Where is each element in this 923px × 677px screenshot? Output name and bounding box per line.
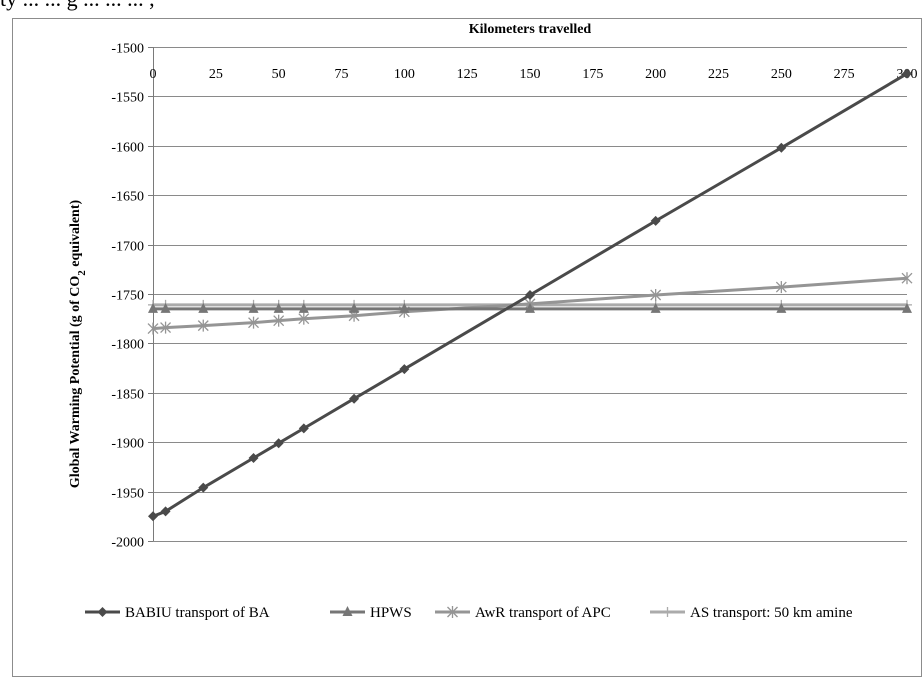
legend: BABIU transport of BA HPWS AwR transport o… — [85, 605, 853, 621]
data-point — [160, 321, 172, 334]
legend-label: AwR transport of APC — [475, 605, 611, 621]
data-point — [197, 319, 209, 332]
series-line — [152, 276, 908, 331]
legend-item: HPWS — [330, 605, 412, 621]
legend-item: BABIU transport of BA — [85, 605, 270, 621]
y-axis-title-part-2: equivalent) — [68, 199, 83, 270]
data-point — [160, 506, 171, 517]
data-point — [248, 302, 259, 313]
x-tick-label: 75 — [335, 67, 349, 82]
data-point — [97, 607, 108, 617]
x-tick-label: 25 — [209, 67, 223, 82]
data-point — [650, 288, 662, 301]
data-point — [650, 302, 661, 313]
data-point — [342, 606, 353, 616]
legend-label: HPWS — [370, 605, 412, 621]
y-tick-label: -1500 — [111, 42, 144, 57]
data-point — [273, 438, 284, 449]
data-point — [901, 272, 913, 285]
y-tick-label: -1600 — [111, 141, 144, 156]
data-point — [298, 423, 309, 434]
series-layer — [147, 68, 913, 522]
x-tick-label: 225 — [708, 67, 729, 82]
y-axis-title-part-1: Global Warming Potential (g of CO — [68, 276, 83, 489]
x-tick-label: 175 — [582, 67, 603, 82]
data-point — [525, 302, 535, 313]
data-point — [349, 302, 360, 313]
x-tick-label: 250 — [771, 67, 792, 82]
x-tick-label: 125 — [457, 67, 478, 82]
y-tick-label: -1700 — [111, 240, 144, 255]
data-point — [273, 302, 284, 313]
data-point — [147, 322, 159, 335]
legend-label: BABIU transport of BA — [125, 605, 270, 621]
data-point — [650, 215, 661, 226]
data-point — [775, 281, 787, 294]
y-tick-label: -2000 — [111, 536, 144, 551]
y-tick-label: -1950 — [111, 487, 144, 502]
legend-item: AS transport: 50 km amine — [650, 605, 853, 621]
data-point — [399, 302, 410, 313]
data-point — [902, 302, 912, 313]
x-tick-label: 275 — [834, 67, 855, 82]
y-tick-label: -1800 — [111, 338, 144, 353]
series-0 — [148, 68, 912, 522]
data-point — [148, 511, 158, 522]
data-point — [248, 316, 259, 329]
data-point — [298, 312, 310, 325]
data-point — [662, 607, 673, 617]
x-tick-label: 200 — [645, 67, 666, 82]
top-caption: ty ... ... g ... ... ... , — [0, 0, 155, 12]
legend-label: AS transport: 50 km amine — [690, 605, 853, 621]
series-line — [152, 72, 908, 518]
data-point — [198, 302, 209, 313]
x-tick-label: 0 — [150, 67, 157, 82]
data-point — [248, 453, 259, 464]
data-point — [902, 68, 912, 79]
data-point — [148, 302, 158, 313]
data-point — [198, 482, 209, 493]
series-2 — [147, 272, 913, 335]
x-tick-label: 100 — [394, 67, 415, 82]
axes: -1500 -1550 -1600 -1650 -1700 -1750 -1800 -1850… — [111, 42, 917, 551]
data-point — [525, 289, 535, 300]
y-tick-label: -1850 — [111, 388, 144, 403]
y-tick-label: -1650 — [111, 190, 144, 205]
data-point — [349, 393, 360, 404]
legend-item: AwR transport of APC — [435, 605, 611, 621]
x-axis-title: Kilometers travelled — [469, 22, 592, 37]
y-tick-label: -1550 — [111, 91, 144, 106]
y-axis-title: Global Warming Potential (g of CO2 equiv… — [68, 199, 88, 488]
data-point — [160, 302, 171, 313]
data-point — [447, 606, 458, 618]
y-tick-label: -1750 — [111, 289, 144, 304]
x-tick-label: 150 — [520, 67, 541, 82]
y-tick-label: -1900 — [111, 437, 144, 452]
chart-frame — [12, 18, 922, 677]
data-point — [776, 302, 787, 313]
data-point — [273, 314, 285, 327]
series-1 — [148, 302, 912, 313]
x-tick-label: 50 — [272, 67, 286, 82]
data-point — [298, 302, 309, 313]
y-axis-title-subscript: 2 — [76, 270, 88, 276]
data-point — [776, 142, 787, 153]
data-point — [399, 364, 410, 375]
